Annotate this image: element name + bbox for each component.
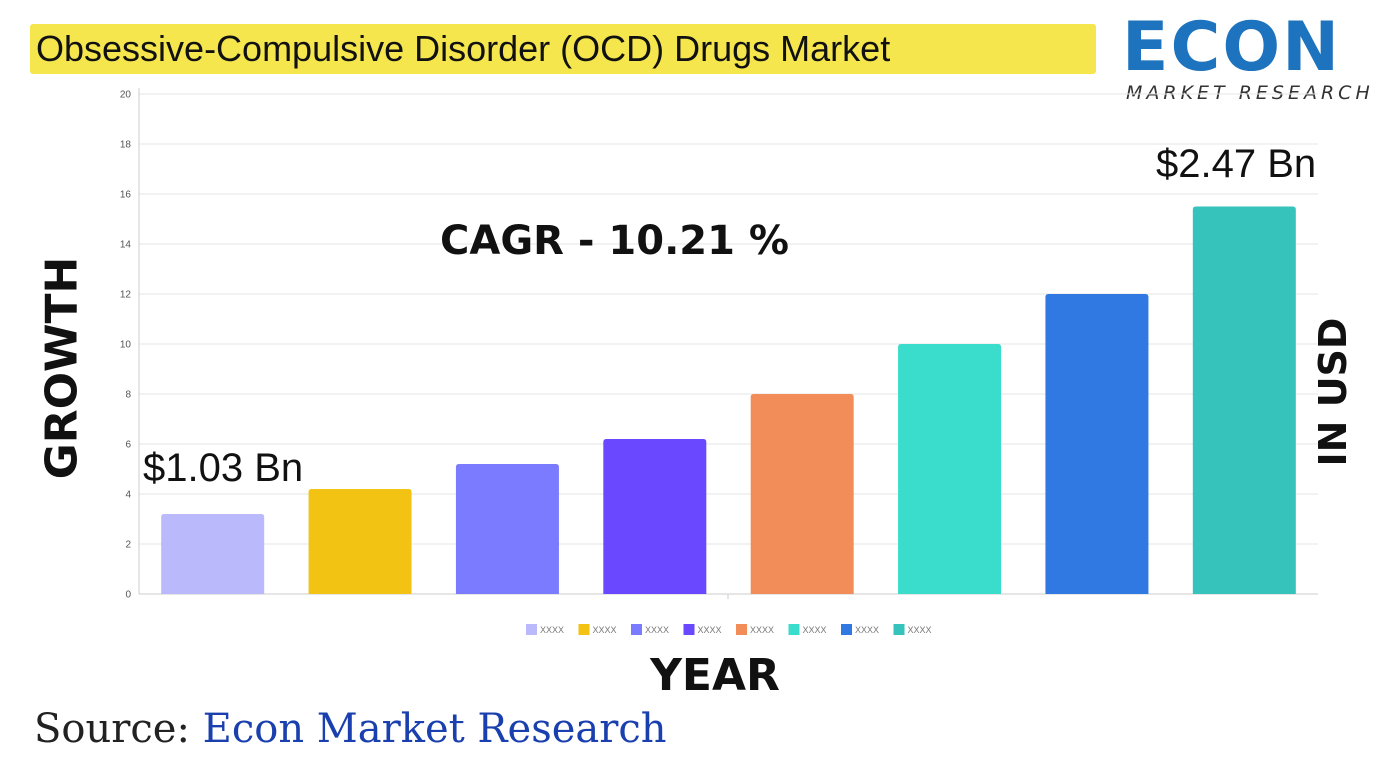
legend-swatch [631, 624, 642, 635]
x-axis-label: YEAR [650, 650, 780, 701]
cagr-annotation: CAGR - 10.21 % [440, 218, 789, 264]
y-tick-label: 0 [125, 590, 131, 601]
y-tick-label: 10 [120, 340, 132, 351]
y-tick-label: 16 [120, 190, 132, 201]
y-tick-label: 14 [120, 240, 132, 251]
legend-label: XXXX [540, 625, 564, 635]
legend-swatch [841, 624, 852, 635]
start-value-annotation: $1.03 Bn [143, 446, 304, 490]
source-line: Source: Econ Market Research [34, 706, 667, 752]
chart-title: Obsessive-Compulsive Disorder (OCD) Drug… [36, 28, 891, 69]
legend-label: XXXX [698, 625, 722, 635]
legend-swatch [788, 624, 800, 635]
y-tick-label: 6 [125, 440, 131, 451]
y-tick-label: 20 [120, 90, 132, 101]
bar-1 [161, 514, 265, 594]
legend-label: XXXX [855, 625, 879, 635]
y-tick-label: 2 [125, 540, 131, 551]
end-value-annotation: $2.47 Bn [1156, 142, 1317, 186]
secondary-axis-label: IN USD [1311, 317, 1355, 467]
legend-swatch [578, 624, 590, 635]
legend-swatch [683, 624, 695, 635]
y-tick-label: 8 [125, 390, 131, 401]
legend-label: XXXX [908, 625, 932, 635]
logo-subtitle: MARKET RESEARCH [1126, 82, 1374, 104]
source-prefix: Source: [34, 706, 190, 752]
legend-label: XXXX [750, 625, 774, 635]
source-name: Econ Market Research [189, 706, 667, 752]
y-tick-label: 4 [125, 490, 131, 501]
title-highlight [30, 24, 1096, 74]
legend-label: XXXX [803, 625, 827, 635]
legend-swatch [736, 624, 747, 635]
y-tick-label: 18 [120, 140, 132, 151]
legend-label: XXXX [593, 625, 617, 635]
bar-2 [308, 489, 412, 594]
bar-7 [1045, 294, 1149, 594]
y-axis-label: GROWTH [36, 256, 88, 480]
bar-5 [750, 394, 854, 594]
legend-swatch [893, 624, 905, 635]
bar-6 [898, 344, 1002, 594]
logo-word: ECON [1122, 8, 1342, 87]
bar-4 [603, 439, 707, 594]
bar-8 [1192, 206, 1296, 594]
y-tick-label: 12 [120, 290, 132, 301]
legend-label: XXXX [645, 625, 669, 635]
legend-swatch [526, 624, 537, 635]
econ-logo: ECON MARKET RESEARCH [1122, 10, 1378, 110]
bar-3 [455, 464, 559, 594]
